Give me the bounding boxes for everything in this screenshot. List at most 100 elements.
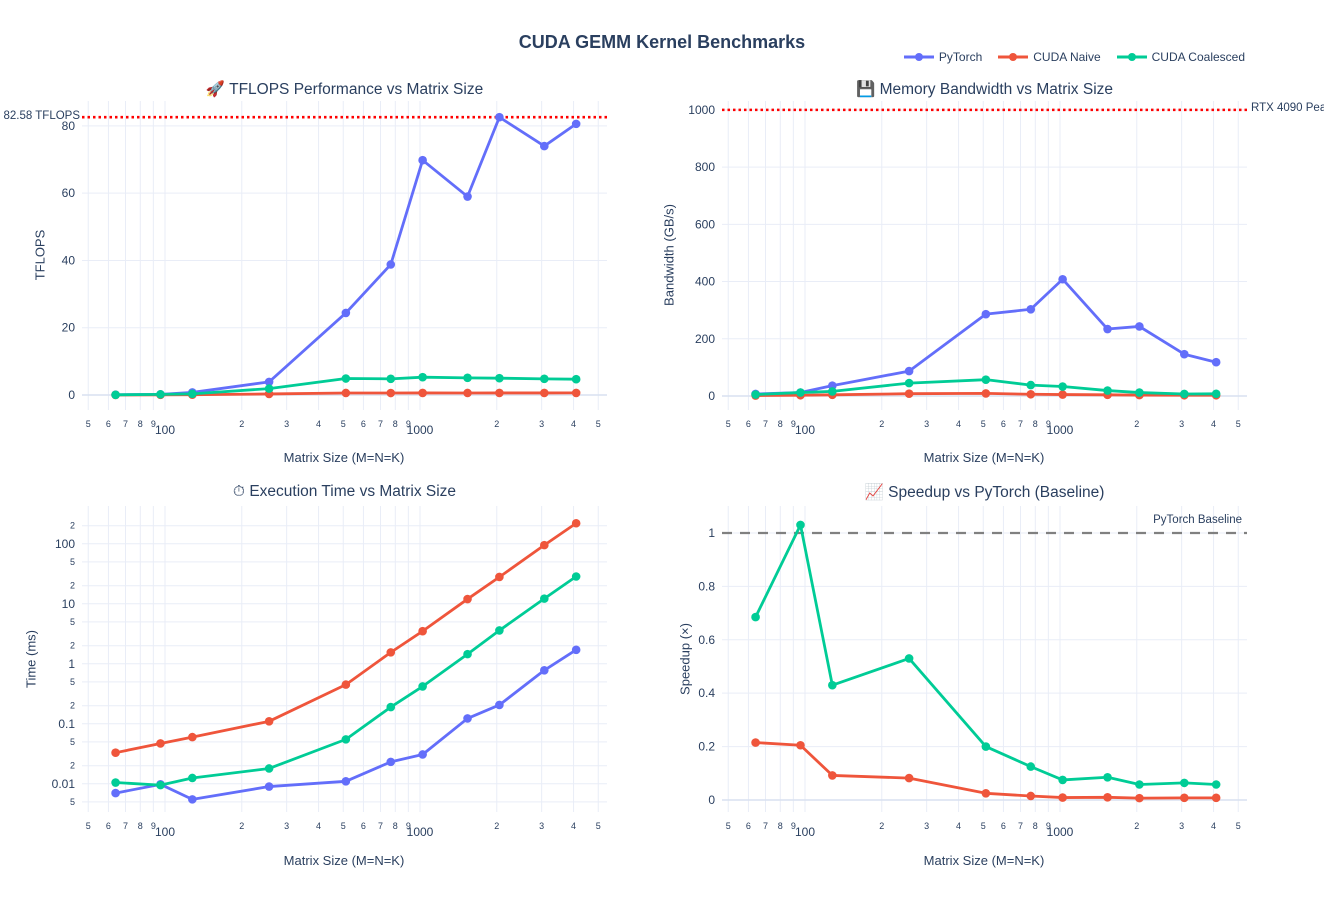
svg-text:1000: 1000	[1047, 423, 1074, 437]
svg-text:400: 400	[695, 275, 715, 289]
svg-text:8: 8	[138, 419, 143, 429]
svg-text:1000: 1000	[407, 423, 434, 437]
svg-text:1: 1	[68, 657, 75, 671]
svg-text:7: 7	[378, 821, 383, 831]
svg-text:5: 5	[70, 617, 75, 627]
annotation-peak-tflops: 82.58 TFLOPS	[3, 110, 81, 122]
x-axis-title-speedup: Matrix Size (M=N=K)	[923, 853, 1045, 868]
svg-text:1000: 1000	[688, 103, 715, 117]
svg-text:5: 5	[1236, 419, 1241, 429]
svg-text:3: 3	[284, 419, 289, 429]
series-markers-pytorch[interactable]	[111, 112, 581, 400]
annotation-rtx4090-peak: RTX 4090 Pea	[1251, 102, 1324, 114]
svg-text:5: 5	[70, 557, 75, 567]
legend-item-cuda-coalesced[interactable]: CUDA Coalesced	[1116, 50, 1245, 64]
svg-text:3: 3	[1179, 821, 1184, 831]
svg-text:100: 100	[795, 825, 815, 839]
chart-title-time: ⏱ Execution Time vs Matrix Size	[232, 483, 457, 500]
svg-text:7: 7	[763, 821, 768, 831]
svg-text:5: 5	[86, 821, 91, 831]
svg-text:4: 4	[956, 419, 961, 429]
svg-text:1000: 1000	[407, 825, 434, 839]
svg-text:2: 2	[1134, 821, 1139, 831]
legend-item-label: CUDA Naive	[1033, 50, 1101, 64]
svg-text:0.1: 0.1	[58, 717, 75, 731]
svg-text:0: 0	[708, 389, 715, 403]
svg-text:9: 9	[151, 821, 156, 831]
series-markers-cuda-coalesced[interactable]	[111, 372, 581, 400]
svg-text:3: 3	[924, 821, 929, 831]
svg-text:9: 9	[791, 419, 796, 429]
svg-text:6: 6	[361, 419, 366, 429]
svg-text:4: 4	[1211, 419, 1216, 429]
svg-text:3: 3	[1179, 419, 1184, 429]
svg-text:9: 9	[151, 419, 156, 429]
svg-text:2: 2	[239, 419, 244, 429]
svg-text:0.8: 0.8	[698, 579, 715, 593]
svg-text:100: 100	[155, 825, 175, 839]
svg-text:3: 3	[539, 419, 544, 429]
svg-text:1000: 1000	[1047, 825, 1074, 839]
series-line-pytorch	[114, 648, 578, 801]
y-gridlines-and-ticks: 5 0.01 2 5 0.1 2 5 1 2 5 10 2 5 100 2	[52, 521, 607, 807]
svg-text:6: 6	[361, 821, 366, 831]
svg-text:5: 5	[596, 821, 601, 831]
svg-text:8: 8	[1033, 821, 1038, 831]
svg-text:7: 7	[123, 419, 128, 429]
chart-title-bandwidth: 💾 Memory Bandwidth vs Matrix Size	[855, 81, 1114, 98]
legend: PyTorch CUDA Naive CUDA Coalesced	[903, 49, 1245, 65]
annotation-pytorch-baseline: PyTorch Baseline	[1153, 514, 1242, 526]
svg-text:2: 2	[879, 821, 884, 831]
svg-text:0.2: 0.2	[698, 740, 715, 754]
legend-item-label: PyTorch	[938, 50, 983, 64]
series-line-pytorch	[114, 115, 578, 397]
svg-text:200: 200	[695, 332, 715, 346]
svg-text:6: 6	[1001, 419, 1006, 429]
svg-text:100: 100	[155, 423, 175, 437]
svg-text:9: 9	[1046, 419, 1051, 429]
svg-text:5: 5	[726, 821, 731, 831]
series-markers-cuda-coalesced[interactable]	[751, 375, 1221, 399]
svg-text:0.4: 0.4	[698, 686, 715, 700]
svg-text:5: 5	[596, 419, 601, 429]
svg-text:100: 100	[55, 537, 75, 551]
page-title: CUDA GEMM Kernel Benchmarks	[518, 32, 806, 52]
svg-text:5: 5	[70, 737, 75, 747]
svg-text:3: 3	[539, 821, 544, 831]
series-markers-cuda-coalesced[interactable]	[111, 572, 581, 790]
svg-text:5: 5	[981, 821, 986, 831]
legend-marker-icon	[1116, 53, 1147, 61]
legend-marker-icon	[998, 53, 1029, 61]
series-markers-cuda-naive[interactable]	[751, 738, 1221, 803]
svg-text:5: 5	[70, 677, 75, 687]
svg-text:8: 8	[138, 821, 143, 831]
svg-text:10: 10	[62, 597, 76, 611]
series-markers-pytorch[interactable]	[111, 645, 581, 804]
svg-text:7: 7	[1018, 821, 1023, 831]
svg-text:0.01: 0.01	[52, 777, 76, 791]
svg-text:2: 2	[70, 581, 75, 591]
svg-text:0.6: 0.6	[698, 633, 715, 647]
series-markers-cuda-naive[interactable]	[111, 518, 581, 757]
svg-text:9: 9	[1046, 821, 1051, 831]
legend-item-cuda-naive[interactable]: CUDA Naive	[998, 50, 1101, 64]
y-gridlines-and-ticks: 0 200 400 600 800 1000	[688, 103, 1247, 403]
legend-item-pytorch[interactable]: PyTorch	[903, 50, 983, 64]
svg-text:4: 4	[571, 419, 576, 429]
svg-text:6: 6	[746, 419, 751, 429]
svg-text:5: 5	[70, 797, 75, 807]
svg-text:2: 2	[70, 761, 75, 771]
svg-text:4: 4	[316, 821, 321, 831]
svg-text:2: 2	[70, 521, 75, 531]
svg-text:9: 9	[406, 821, 411, 831]
series-markers-cuda-coalesced[interactable]	[751, 520, 1221, 789]
svg-text:100: 100	[795, 423, 815, 437]
svg-text:4: 4	[316, 419, 321, 429]
